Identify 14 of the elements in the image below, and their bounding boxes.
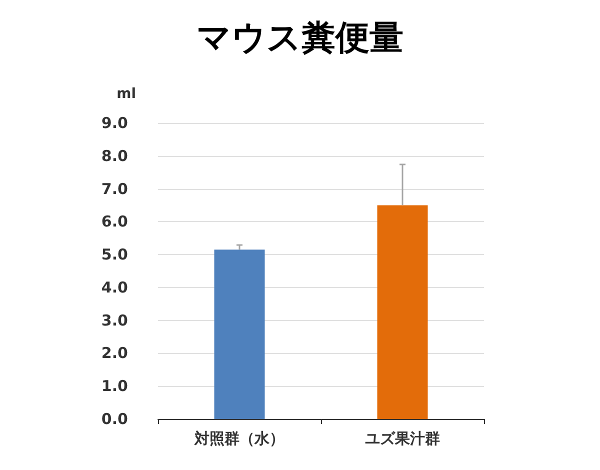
y-tick-label: 2.0 [101,344,128,362]
y-tick-label: 6.0 [101,212,128,231]
x-tick-label: 対照群（水） [194,430,284,448]
y-tick-label: 1.0 [101,377,128,396]
y-tick-label: 9.0 [101,114,128,132]
y-tick-label: 7.0 [101,180,128,198]
y-axis-title: ml [116,86,136,102]
y-tick-label: 4.0 [101,278,128,296]
y-tick-label: 0.0 [101,410,128,428]
y-tick-label: 8.0 [101,146,128,165]
y-tick-label: 3.0 [101,311,128,330]
y-tick-label: 5.0 [101,246,128,264]
chart-title: マウス糞便量 [196,18,404,58]
x-tick-label: ユズ果汁群 [365,430,440,448]
